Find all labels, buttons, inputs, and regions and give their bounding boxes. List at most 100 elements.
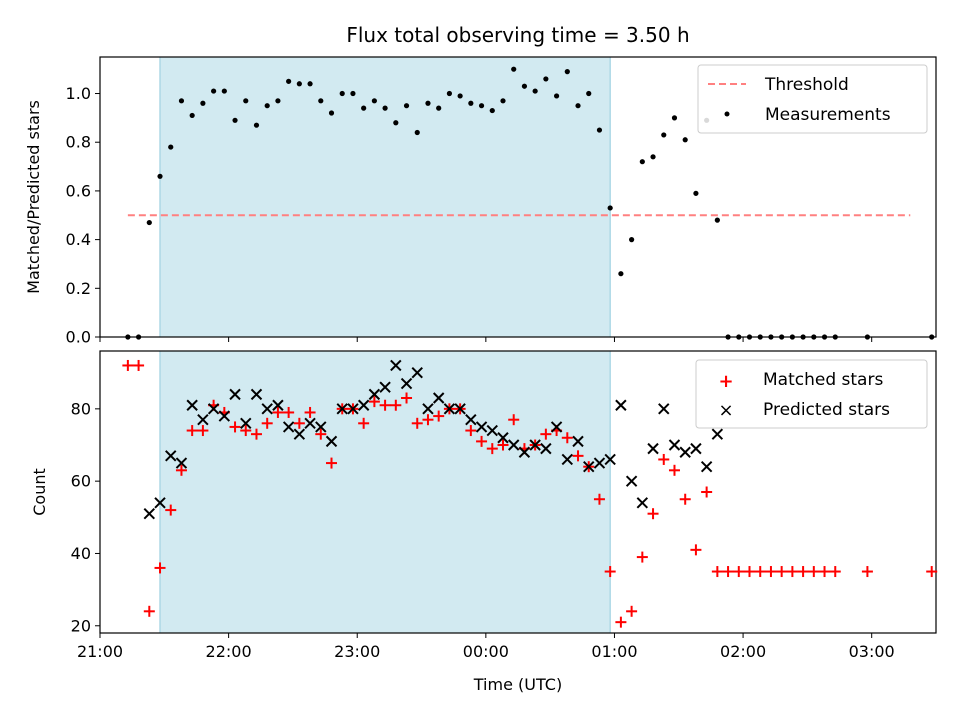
matched-stars-point <box>508 414 520 426</box>
predicted-stars-legend-label: Predicted stars <box>763 400 890 420</box>
predicted-stars-point <box>647 442 659 455</box>
matched-stars-point <box>261 417 273 429</box>
predicted-stars-point <box>336 403 348 415</box>
measurements-point <box>382 105 388 111</box>
matched-stars-point <box>197 425 209 437</box>
measurements-point <box>403 103 410 109</box>
predicted-stars-point <box>690 442 702 455</box>
measurements-point <box>200 100 206 106</box>
matched-stars-point <box>658 453 670 465</box>
matched-stars-point <box>326 457 338 469</box>
bottom-panel-y-axis-label: Count <box>30 468 49 516</box>
measurements-point <box>393 120 399 126</box>
measurements-point <box>575 103 581 109</box>
measurements-point <box>339 90 345 97</box>
matched-stars-point <box>701 486 713 498</box>
predicted-stars-point <box>357 399 370 411</box>
measurements-point <box>532 88 538 94</box>
x-tick-label: 02:00 <box>720 642 766 661</box>
top-panel: 0.0 0.2 0.4 0.6 0.8 1.0 Matched/Predicted sta… <box>24 56 937 347</box>
bottom-panel-legend: + Matched stars × Predicted stars <box>695 359 928 429</box>
matched-stars-point <box>561 432 573 444</box>
measurements-point <box>714 217 720 223</box>
matched-stars-point <box>422 414 434 426</box>
predicted-stars-point <box>700 460 713 473</box>
measurements-point <box>371 98 377 104</box>
measurements-point <box>596 127 603 133</box>
x-tick-label: 03:00 <box>849 642 895 661</box>
matched-stars-point <box>240 425 252 437</box>
measurements-point <box>500 98 506 104</box>
top-panel-y-tick-label: 0.8 <box>66 133 91 152</box>
top-panel-y-tick-label: 0.4 <box>66 230 91 249</box>
predicted-stars-point <box>186 399 198 411</box>
measurements-point <box>543 76 549 82</box>
predicted-stars-point <box>508 439 520 451</box>
matched-stars-point <box>615 616 627 628</box>
top-panel-y-tick-label: 0.2 <box>66 279 91 298</box>
matched-stars-point <box>379 399 391 411</box>
predicted-stars-point <box>561 453 574 466</box>
measurements-point <box>725 334 731 340</box>
predicted-stars-point <box>604 453 616 466</box>
measurements-point <box>661 132 667 138</box>
matched-stars-point <box>572 450 584 462</box>
predicted-stars-point <box>282 421 295 433</box>
predicted-stars-point <box>658 403 670 415</box>
chart-title: Flux total observing time = 3.50 h <box>346 23 689 47</box>
matched-stars-point <box>926 566 938 578</box>
matched-stars-point <box>154 562 166 574</box>
bottom-panel-observing-window-layer <box>159 351 611 633</box>
measurements-point <box>789 334 795 340</box>
predicted-stars-point <box>347 403 359 415</box>
matched-stars-point <box>133 359 145 371</box>
predicted-stars-point <box>529 439 541 451</box>
x-tick-label: 23:00 <box>334 642 380 661</box>
measurements-point <box>693 190 699 196</box>
measurements-point <box>468 100 474 106</box>
measurements-point <box>243 98 249 104</box>
matched-stars-point <box>497 439 509 451</box>
matched-stars-point <box>250 428 262 440</box>
matched-stars-point <box>722 566 734 578</box>
predicted-stars-point <box>400 377 413 390</box>
matched-stars-point <box>143 605 155 617</box>
predicted-stars-point <box>422 403 434 415</box>
predicted-stars-point <box>711 428 724 440</box>
predicted-stars-point <box>379 381 391 393</box>
predicted-stars-point <box>486 424 498 437</box>
measurements-point <box>446 90 453 97</box>
predicted-stars-point <box>583 460 595 473</box>
measurements-point <box>650 154 656 160</box>
predicted-stars-point <box>475 421 488 433</box>
bottom-panel-observing-window <box>160 351 611 633</box>
matched-stars-point <box>711 566 723 578</box>
measurements-point <box>275 98 281 104</box>
measurements-point <box>328 110 335 116</box>
predicted-stars-legend-swatch: × <box>718 400 733 421</box>
measurements-point <box>232 117 238 123</box>
measurements-point <box>125 334 131 340</box>
measurements-point <box>521 83 528 89</box>
matched-stars-point <box>401 392 413 404</box>
matched-stars-point <box>165 504 177 516</box>
matched-stars-point <box>411 417 423 429</box>
matched-stars-point <box>304 406 316 418</box>
top-panel-y-tick-label: 0.6 <box>66 181 91 200</box>
bottom-panel: 21:00 22:00 23:00 00:00 01:00 02:00 03:00 20 40 6… <box>30 350 938 694</box>
predicted-stars-point <box>454 403 466 415</box>
measurements-point <box>318 98 324 104</box>
x-tick-label: 00:00 <box>463 642 509 661</box>
matched-stars-point <box>272 406 284 418</box>
measurements-legend-swatch <box>724 111 730 117</box>
measurements-point <box>286 78 292 84</box>
matched-stars-point <box>175 464 187 476</box>
predicted-stars-point <box>154 497 166 509</box>
matched-stars-point <box>754 566 766 578</box>
predicted-stars-point <box>572 435 584 448</box>
predicted-stars-point <box>390 359 402 372</box>
predicted-stars-point <box>443 403 456 415</box>
matched-stars-point <box>186 425 198 437</box>
measurements-point <box>135 334 142 340</box>
